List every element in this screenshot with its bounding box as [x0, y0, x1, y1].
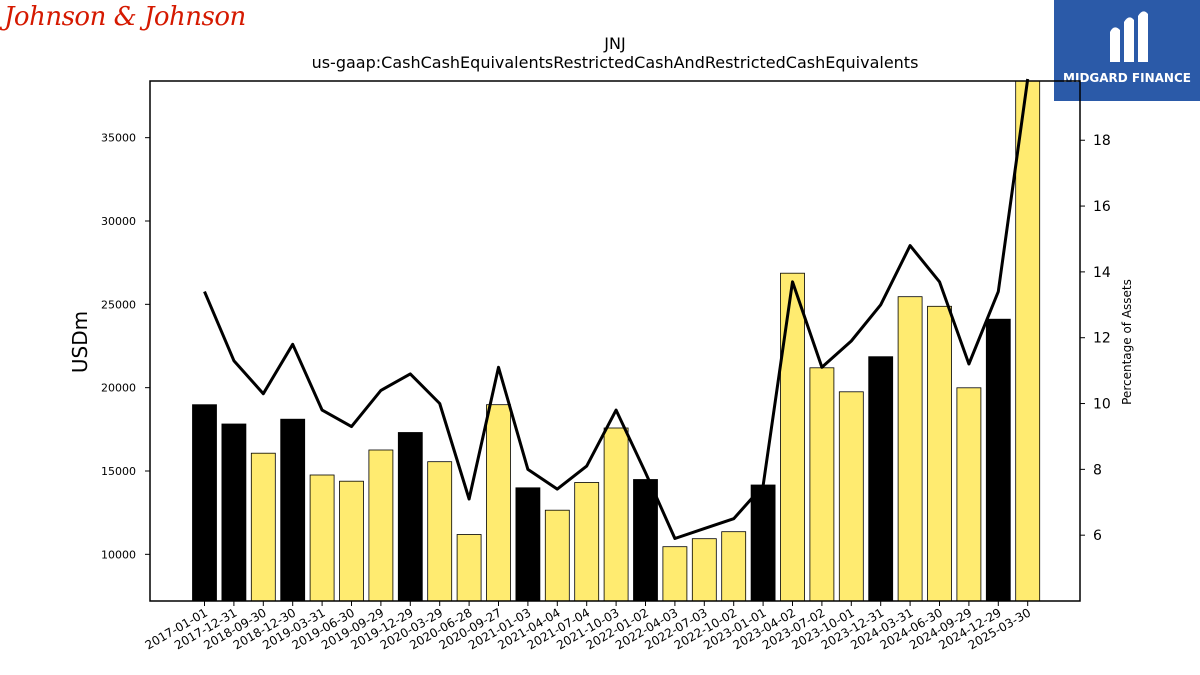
- bar-2021-07-04: [574, 482, 600, 602]
- bar-2021-04-04: [544, 509, 570, 602]
- chart-subtitle: us-gaap:CashCashEquivalentsRestrictedCas…: [312, 53, 919, 72]
- bar-2017-01-01: [192, 404, 217, 602]
- bar-2020-09-27: [486, 404, 511, 602]
- bar-2023-01-01: [750, 484, 776, 602]
- y2-tick-label: 12: [1093, 331, 1111, 347]
- midgard-finance-logo: MIDGARD FINANCE: [1054, 0, 1200, 101]
- bar-2019-12-29: [397, 432, 423, 602]
- y2-tick-label: 10: [1093, 397, 1111, 413]
- y-tick-label: 25000: [101, 298, 136, 311]
- bar-2019-09-29: [368, 449, 394, 602]
- bar-2018-12-30: [280, 418, 306, 602]
- bar-2020-06-28: [456, 534, 482, 602]
- y-tick-label: 35000: [101, 132, 136, 145]
- bar-2019-06-30: [339, 480, 364, 602]
- y2-tick-label: 6: [1093, 528, 1102, 544]
- bar-2024-12-29: [985, 318, 1011, 602]
- bar-2024-06-30: [927, 305, 952, 602]
- bar-2022-04-03: [662, 546, 688, 602]
- y2-axis-label: Percentage of Assets: [1120, 279, 1134, 405]
- plot-frame: [149, 80, 1081, 602]
- y-tick-label: 10000: [101, 548, 136, 561]
- y2-tick-label: 18: [1093, 133, 1111, 149]
- bar-2017-12-31: [221, 423, 247, 602]
- y2-tick-label: 8: [1093, 462, 1102, 478]
- right-axis: 6 8 10 12 14 16 18: [1080, 133, 1111, 544]
- bar-2021-01-03: [515, 487, 541, 602]
- bars-group: [192, 80, 1041, 602]
- bar-2022-01-02: [633, 479, 658, 602]
- percentage-of-assets-line: [203, 78, 1030, 540]
- bar-2023-12-31: [868, 356, 894, 602]
- bar-2022-07-03: [691, 538, 717, 602]
- y2-tick-label: 16: [1093, 199, 1111, 215]
- bar-2021-10-03: [603, 427, 629, 602]
- bar-2020-03-29: [427, 461, 453, 602]
- bar-2023-04-02: [780, 272, 805, 602]
- bar-2023-07-02: [809, 367, 835, 602]
- bar-2022-10-02: [721, 531, 747, 602]
- bar-2018-09-30: [250, 452, 276, 602]
- bar-2023-10-01: [838, 391, 864, 602]
- x-axis: 2017-01-012017-12-312018-09-302018-12-30…: [143, 601, 1033, 652]
- y-axis-label: USDm: [68, 311, 92, 373]
- bar-2024-03-31: [897, 296, 923, 602]
- chart-title: JNJ: [603, 34, 625, 53]
- bar-2024-09-29: [956, 387, 982, 602]
- y2-tick-label: 14: [1093, 265, 1111, 281]
- midgard-logo-text: MIDGARD FINANCE: [1063, 71, 1191, 85]
- y-tick-label: 15000: [101, 465, 136, 478]
- bar-2019-03-31: [309, 474, 335, 602]
- johnson-and-johnson-logo: Johnson & Johnson: [4, 2, 246, 32]
- left-axis: 10000 15000 20000 25000 30000 35000: [101, 132, 150, 561]
- midgard-logo-mark-icon: [1110, 11, 1148, 62]
- bar-2025-03-30: [1015, 80, 1041, 602]
- y-tick-label: 20000: [101, 382, 136, 395]
- y-tick-label: 30000: [101, 215, 136, 228]
- line-group: [203, 78, 1030, 540]
